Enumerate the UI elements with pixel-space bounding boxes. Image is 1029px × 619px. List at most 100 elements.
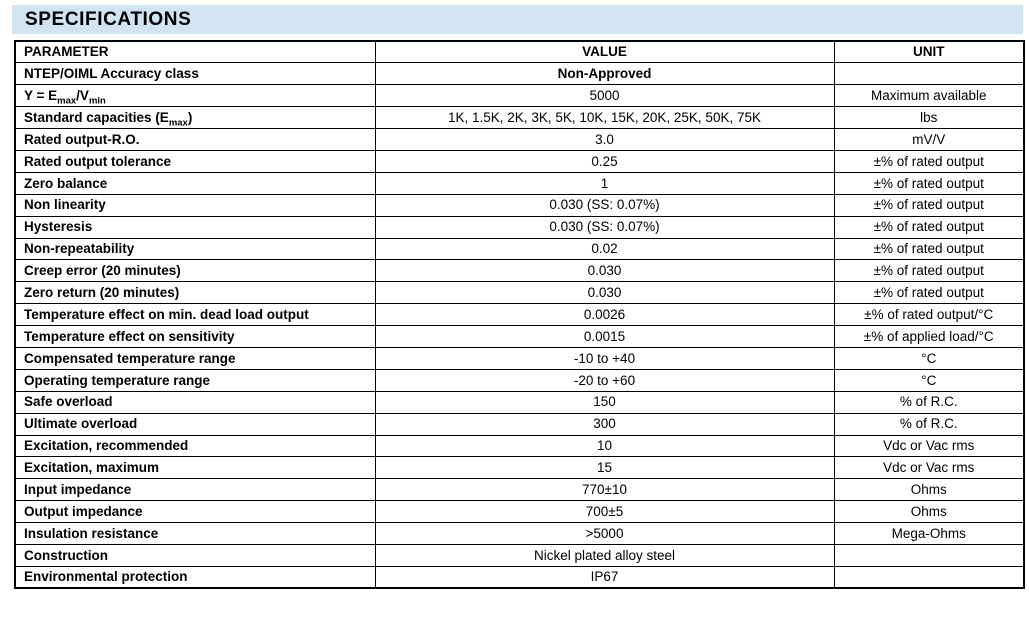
table-row: Creep error (20 minutes) 0.030 ±% of rated… bbox=[14, 259, 1025, 283]
table-row: Ultimate overload 300% of R.C. bbox=[14, 412, 1025, 436]
table-row: Input impedance 770±10 Ohms bbox=[14, 478, 1025, 502]
table-row: Output impedance 700±5 Ohms bbox=[14, 500, 1025, 524]
parameter-cell: Output impedance bbox=[14, 500, 376, 524]
value-cell: 1 bbox=[374, 171, 835, 195]
value-cell: Non-Approved bbox=[374, 62, 835, 86]
value-cell: 1K, 1.5K, 2K, 3K, 5K, 10K, 15K, 20K, 25K… bbox=[374, 106, 835, 130]
value-cell: 5000 bbox=[374, 84, 835, 108]
table-row: Safe overload 150% of R.C. bbox=[14, 390, 1025, 414]
table-row: Rated output-R.O. 3.0 mV/V bbox=[14, 128, 1025, 151]
table-row: Zero return (20 minutes) 0.030 ±% of rated… bbox=[14, 281, 1025, 305]
unit-cell: % of R.C. bbox=[833, 390, 1025, 414]
table-row: Excitation, maximum 15 Vdc or Vac rms bbox=[14, 456, 1025, 480]
table-row: Non linearity 0.030 (SS: 0.07%) ±% of rate… bbox=[14, 193, 1025, 217]
table-row: Construction Nickel plated alloy steel bbox=[14, 543, 1025, 567]
unit-cell: ±% of rated output bbox=[833, 149, 1025, 173]
unit-cell: ±% of rated output bbox=[833, 259, 1025, 283]
parameter-cell: Y = Emax/Vmin bbox=[14, 84, 376, 108]
parameter-cell: Temperature effect on min. dead load out… bbox=[14, 303, 376, 327]
parameter-cell: Operating temperature range bbox=[14, 368, 376, 392]
parameter-cell: Excitation, maximum bbox=[14, 456, 376, 480]
unit-cell: Ohms bbox=[833, 500, 1025, 524]
table-row: Excitation, recommended 10 Vdc or Vac rms bbox=[14, 434, 1025, 458]
parameter-cell: Input impedance bbox=[14, 478, 376, 502]
unit-cell bbox=[833, 62, 1025, 86]
unit-cell bbox=[833, 543, 1025, 567]
table-row: Temperature effect on min. dead load out… bbox=[14, 303, 1025, 327]
value-cell: IP67 bbox=[374, 565, 835, 589]
value-cell: 0.0026 bbox=[374, 303, 835, 327]
table-row: Hysteresis 0.030 (SS: 0.07%) ±% of rated o… bbox=[14, 215, 1025, 239]
value-cell: >5000 bbox=[374, 522, 835, 545]
unit-cell: ±% of rated output bbox=[833, 193, 1025, 217]
title-band: SPECIFICATIONS bbox=[12, 5, 1023, 34]
unit-cell: Mega-Ohms bbox=[833, 522, 1025, 545]
value-cell: 0.0015 bbox=[374, 325, 835, 348]
parameter-cell: Rated output tolerance bbox=[14, 149, 376, 173]
page-title: SPECIFICATIONS bbox=[25, 8, 192, 30]
value-cell: -10 to +40 bbox=[374, 346, 835, 370]
value-cell: 0.030 bbox=[374, 281, 835, 305]
parameter-cell: Excitation, recommended bbox=[14, 434, 376, 458]
parameter-cell: Non-repeatability bbox=[14, 237, 376, 261]
parameter-cell: Rated output-R.O. bbox=[14, 128, 376, 151]
table-row: Non-repeatability 0.02 ±% of rated output bbox=[14, 237, 1025, 261]
column-header-value: VALUE bbox=[374, 40, 835, 64]
unit-cell: Maximum available bbox=[833, 84, 1025, 108]
parameter-cell: Ultimate overload bbox=[14, 412, 376, 436]
value-cell: 15 bbox=[374, 456, 835, 480]
value-cell: 10 bbox=[374, 434, 835, 458]
parameter-cell: Non linearity bbox=[14, 193, 376, 217]
table-row: Standard capacities (Emax) 1K, 1.5K, 2K, … bbox=[14, 106, 1025, 130]
parameter-cell: Creep error (20 minutes) bbox=[14, 259, 376, 283]
table-row: NTEP/OIML Accuracy class Non-Approved bbox=[14, 62, 1025, 86]
parameter-cell: Safe overload bbox=[14, 390, 376, 414]
value-cell: 0.030 bbox=[374, 259, 835, 283]
parameter-cell: NTEP/OIML Accuracy class bbox=[14, 62, 376, 86]
value-cell: 0.030 (SS: 0.07%) bbox=[374, 193, 835, 217]
parameter-cell: Temperature effect on sensitivity bbox=[14, 325, 376, 348]
unit-cell bbox=[833, 565, 1025, 589]
unit-cell: ±% of rated output/°C bbox=[833, 303, 1025, 327]
value-cell: Nickel plated alloy steel bbox=[374, 543, 835, 567]
table-row: Rated output tolerance 0.25 ±% of rated ou… bbox=[14, 149, 1025, 173]
unit-cell: % of R.C. bbox=[833, 412, 1025, 436]
parameter-cell: Hysteresis bbox=[14, 215, 376, 239]
parameter-cell: Insulation resistance bbox=[14, 522, 376, 545]
value-cell: 770±10 bbox=[374, 478, 835, 502]
table-row: Compensated temperature range -10 to +40 °… bbox=[14, 346, 1025, 370]
table-row: Environmental protection IP67 bbox=[14, 565, 1025, 589]
parameter-cell: Construction bbox=[14, 543, 376, 567]
parameter-cell: Zero balance bbox=[14, 171, 376, 195]
value-cell: 0.030 (SS: 0.07%) bbox=[374, 215, 835, 239]
unit-cell: mV/V bbox=[833, 128, 1025, 151]
unit-cell: lbs bbox=[833, 106, 1025, 130]
unit-cell: °C bbox=[833, 346, 1025, 370]
table-row: Temperature effect on sensitivity 0.0015 ±… bbox=[14, 325, 1025, 348]
value-cell: 300 bbox=[374, 412, 835, 436]
table-row: Insulation resistance >5000 Mega-Ohms bbox=[14, 522, 1025, 545]
table-row: Operating temperature range -20 to +60 °C bbox=[14, 368, 1025, 392]
table-row: Zero balance 1 ±% of rated output bbox=[14, 171, 1025, 195]
specifications-table: PARAMETER VALUE UNIT NTEP/OIML Accuracy … bbox=[14, 40, 1025, 590]
value-cell: 3.0 bbox=[374, 128, 835, 151]
unit-cell: ±% of rated output bbox=[833, 215, 1025, 239]
parameter-cell: Standard capacities (Emax) bbox=[14, 106, 376, 130]
table-header-row: PARAMETER VALUE UNIT bbox=[14, 40, 1025, 64]
unit-cell: Ohms bbox=[833, 478, 1025, 502]
unit-cell: °C bbox=[833, 368, 1025, 392]
value-cell: 0.02 bbox=[374, 237, 835, 261]
unit-cell: ±% of applied load/°C bbox=[833, 325, 1025, 348]
parameter-cell: Compensated temperature range bbox=[14, 346, 376, 370]
value-cell: 0.25 bbox=[374, 149, 835, 173]
column-header-unit: UNIT bbox=[833, 40, 1025, 64]
unit-cell: ±% of rated output bbox=[833, 171, 1025, 195]
parameter-cell: Environmental protection bbox=[14, 565, 376, 589]
unit-cell: Vdc or Vac rms bbox=[833, 434, 1025, 458]
column-header-parameter: PARAMETER bbox=[14, 40, 376, 64]
unit-cell: Vdc or Vac rms bbox=[833, 456, 1025, 480]
value-cell: 700±5 bbox=[374, 500, 835, 524]
table-row: Y = Emax/Vmin 5000 Maximum available bbox=[14, 84, 1025, 108]
value-cell: 150 bbox=[374, 390, 835, 414]
